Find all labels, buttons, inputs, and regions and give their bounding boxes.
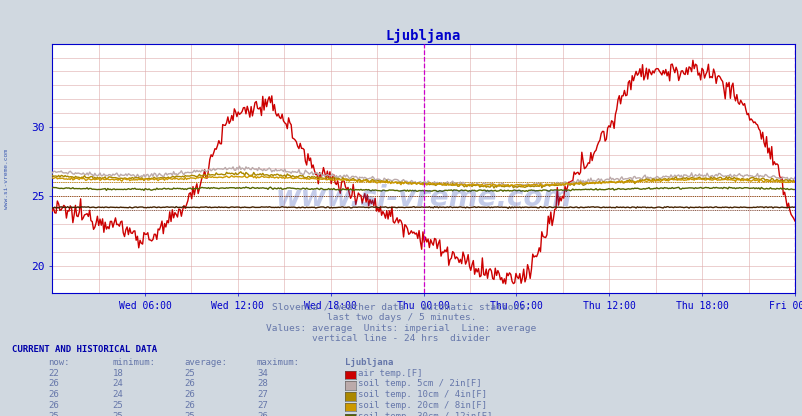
Text: 26: 26 (48, 379, 59, 389)
Text: 26: 26 (48, 390, 59, 399)
Text: 26: 26 (48, 401, 59, 410)
Text: 18: 18 (112, 369, 123, 378)
Text: Slovenia / weather data - automatic stations.: Slovenia / weather data - automatic stat… (272, 303, 530, 312)
Text: last two days / 5 minutes.: last two days / 5 minutes. (326, 313, 476, 322)
Text: 22: 22 (48, 369, 59, 378)
Text: minimum:: minimum: (112, 358, 156, 367)
Text: now:: now: (48, 358, 70, 367)
Text: 24: 24 (112, 379, 123, 389)
Text: maximum:: maximum: (257, 358, 300, 367)
Text: CURRENT AND HISTORICAL DATA: CURRENT AND HISTORICAL DATA (12, 344, 157, 354)
Text: 28: 28 (257, 379, 267, 389)
Text: soil temp. 20cm / 8in[F]: soil temp. 20cm / 8in[F] (358, 401, 487, 410)
Text: 25: 25 (184, 412, 195, 416)
Text: 26: 26 (257, 412, 267, 416)
Text: soil temp. 5cm / 2in[F]: soil temp. 5cm / 2in[F] (358, 379, 481, 389)
Text: average:: average: (184, 358, 228, 367)
Text: 34: 34 (257, 369, 267, 378)
Text: 26: 26 (184, 401, 195, 410)
Text: soil temp. 30cm / 12in[F]: soil temp. 30cm / 12in[F] (358, 412, 492, 416)
Text: 25: 25 (112, 412, 123, 416)
Text: 26: 26 (184, 390, 195, 399)
Text: 25: 25 (48, 412, 59, 416)
Text: www.si-vreme.com: www.si-vreme.com (4, 149, 9, 209)
Text: Ljubljana: Ljubljana (345, 358, 393, 367)
Text: 25: 25 (112, 401, 123, 410)
Text: Values: average  Units: imperial  Line: average: Values: average Units: imperial Line: av… (266, 324, 536, 333)
Text: air temp.[F]: air temp.[F] (358, 369, 422, 378)
Text: www.si-vreme.com: www.si-vreme.com (275, 184, 571, 213)
Text: vertical line - 24 hrs  divider: vertical line - 24 hrs divider (312, 334, 490, 343)
Text: 27: 27 (257, 390, 267, 399)
Text: 26: 26 (184, 379, 195, 389)
Text: 25: 25 (184, 369, 195, 378)
Text: soil temp. 10cm / 4in[F]: soil temp. 10cm / 4in[F] (358, 390, 487, 399)
Text: 27: 27 (257, 401, 267, 410)
Text: 24: 24 (112, 390, 123, 399)
Title: Ljubljana: Ljubljana (386, 28, 460, 42)
